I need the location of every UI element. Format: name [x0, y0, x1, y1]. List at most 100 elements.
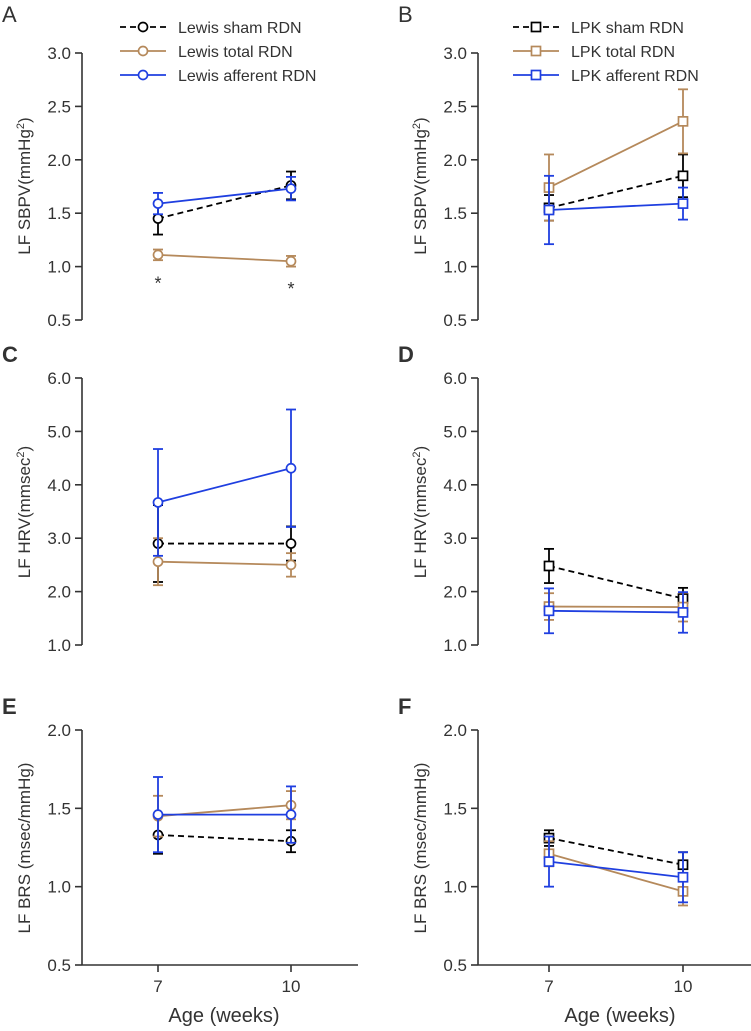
y-tick-label: 1.5 — [443, 204, 467, 223]
x-tick-label: 10 — [674, 977, 693, 996]
series-sham — [152, 170, 297, 236]
panel-f: 0.5 1.0 1.5 2.0 LF BRS (msec/mmHg) 7 10 — [411, 721, 751, 996]
y-tick-label: 3.0 — [443, 44, 467, 63]
y-tick-label: 2.0 — [47, 583, 71, 602]
y-axis-title: LF BRS (msec/mmHg) — [411, 763, 430, 934]
series-sham — [543, 547, 689, 611]
y-tick-label: 6.0 — [443, 369, 467, 388]
series-total — [152, 248, 297, 268]
series-sham — [543, 153, 689, 222]
data-point — [677, 607, 689, 618]
panel-label-d: D — [398, 342, 414, 367]
series-line — [548, 852, 684, 893]
series-line — [548, 860, 684, 879]
y-axis-title: LF SBPV(mmHg2) — [411, 117, 430, 254]
data-point — [677, 116, 689, 127]
data-point — [152, 497, 164, 508]
y-tick-label: 2.0 — [47, 721, 71, 740]
y-tick-label: 3.0 — [47, 44, 71, 63]
legend-label: Lewis total RDN — [178, 44, 293, 61]
series-line — [157, 560, 292, 566]
panel-label-b: B — [398, 2, 413, 27]
series-total — [543, 591, 689, 623]
legend-label: LPK total RDN — [571, 44, 675, 61]
y-tick-label: 1.0 — [47, 878, 71, 897]
data-point — [677, 170, 689, 182]
data-point — [152, 213, 164, 224]
y-tick-label: 2.0 — [443, 151, 467, 170]
legend-marker — [137, 45, 149, 57]
series-line — [157, 834, 292, 843]
y-tick-label: 0.5 — [47, 956, 71, 975]
legend-marker — [137, 69, 149, 81]
y-axis-title: LF HRV(mmsec2) — [15, 446, 34, 578]
series-afferent — [152, 175, 297, 216]
y-tick-label: 0.5 — [443, 311, 467, 330]
data-point — [285, 255, 297, 267]
y-tick-label: 1.0 — [47, 258, 71, 277]
legend-marker — [530, 45, 542, 57]
series-sham — [152, 504, 297, 583]
panels: 0.5 1.0 1.5 2.0 2.5 3.0 LF SBPV(mmHg2) * * 0.5 1.0… — [15, 44, 751, 996]
data-point — [285, 559, 297, 571]
legend-label: Lewis afferent RDN — [178, 68, 316, 85]
data-point — [677, 871, 689, 883]
y-tick-label: 3.0 — [47, 529, 71, 548]
panel-label-c: C — [2, 342, 18, 367]
y-tick-label: 3.0 — [443, 529, 467, 548]
data-point — [152, 556, 164, 568]
y-tick-label: 4.0 — [443, 476, 467, 495]
x-tick-label: 10 — [282, 977, 301, 996]
y-tick-label: 2.5 — [443, 97, 467, 116]
significance-asterisk: * — [154, 273, 161, 293]
y-tick-label: 1.0 — [47, 636, 71, 655]
data-point — [285, 538, 297, 549]
series-total — [543, 88, 689, 222]
data-point — [152, 809, 164, 820]
series-afferent — [152, 408, 297, 557]
y-tick-label: 1.5 — [47, 799, 71, 818]
data-point — [152, 198, 164, 209]
y-tick-label: 1.0 — [443, 878, 467, 897]
y-tick-label: 0.5 — [443, 956, 467, 975]
significance-asterisk: * — [287, 279, 294, 299]
y-tick-label: 2.0 — [443, 721, 467, 740]
legend-label: LPK afferent RDN — [571, 68, 699, 85]
data-point — [543, 204, 555, 216]
y-axis-title: LF SBPV(mmHg2) — [15, 117, 34, 254]
x-axis-title-right: Age (weeks) — [564, 1005, 675, 1027]
panel-b: 0.5 1.0 1.5 2.0 2.5 3.0 LF SBPV(mmHg2) — [411, 44, 689, 330]
data-point — [152, 249, 164, 261]
series-line — [548, 837, 684, 866]
y-axis-title: LF BRS (msec/mmHg) — [15, 763, 34, 934]
series-line — [548, 202, 684, 211]
x-tick-label: 7 — [153, 977, 162, 996]
series-afferent — [543, 174, 689, 246]
legend-left: Lewis sham RDN Lewis total RDN Lewis affer… — [120, 20, 316, 85]
y-tick-label: 1.0 — [443, 258, 467, 277]
y-tick-label: 6.0 — [47, 369, 71, 388]
series-total — [543, 840, 689, 907]
series-line — [548, 120, 684, 189]
panel-label-e: E — [2, 694, 17, 719]
y-tick-label: 2.0 — [443, 583, 467, 602]
series-line — [548, 174, 684, 209]
legend-marker — [137, 21, 149, 33]
legend-label: Lewis sham RDN — [178, 20, 302, 37]
series-line — [548, 605, 684, 608]
series-afferent — [543, 835, 689, 904]
panel-c: 1.0 2.0 3.0 4.0 5.0 6.0 LF HRV(mmsec2) — [15, 369, 297, 655]
data-point — [677, 198, 689, 209]
series-line — [157, 467, 292, 504]
panel-label-a: A — [2, 2, 17, 27]
series-afferent — [152, 776, 297, 854]
data-point — [285, 462, 297, 474]
series-line — [548, 609, 684, 614]
y-tick-label: 1.5 — [47, 204, 71, 223]
panel-label-f: F — [398, 694, 411, 719]
panel-d: 1.0 2.0 3.0 4.0 5.0 6.0 LF HRV(mmsec2) — [411, 369, 689, 655]
legend-right: LPK sham RDN LPK total RDN LPK afferent RD… — [513, 20, 699, 85]
y-tick-label: 5.0 — [47, 422, 71, 441]
series-sham — [152, 815, 297, 855]
series-line — [157, 253, 292, 263]
